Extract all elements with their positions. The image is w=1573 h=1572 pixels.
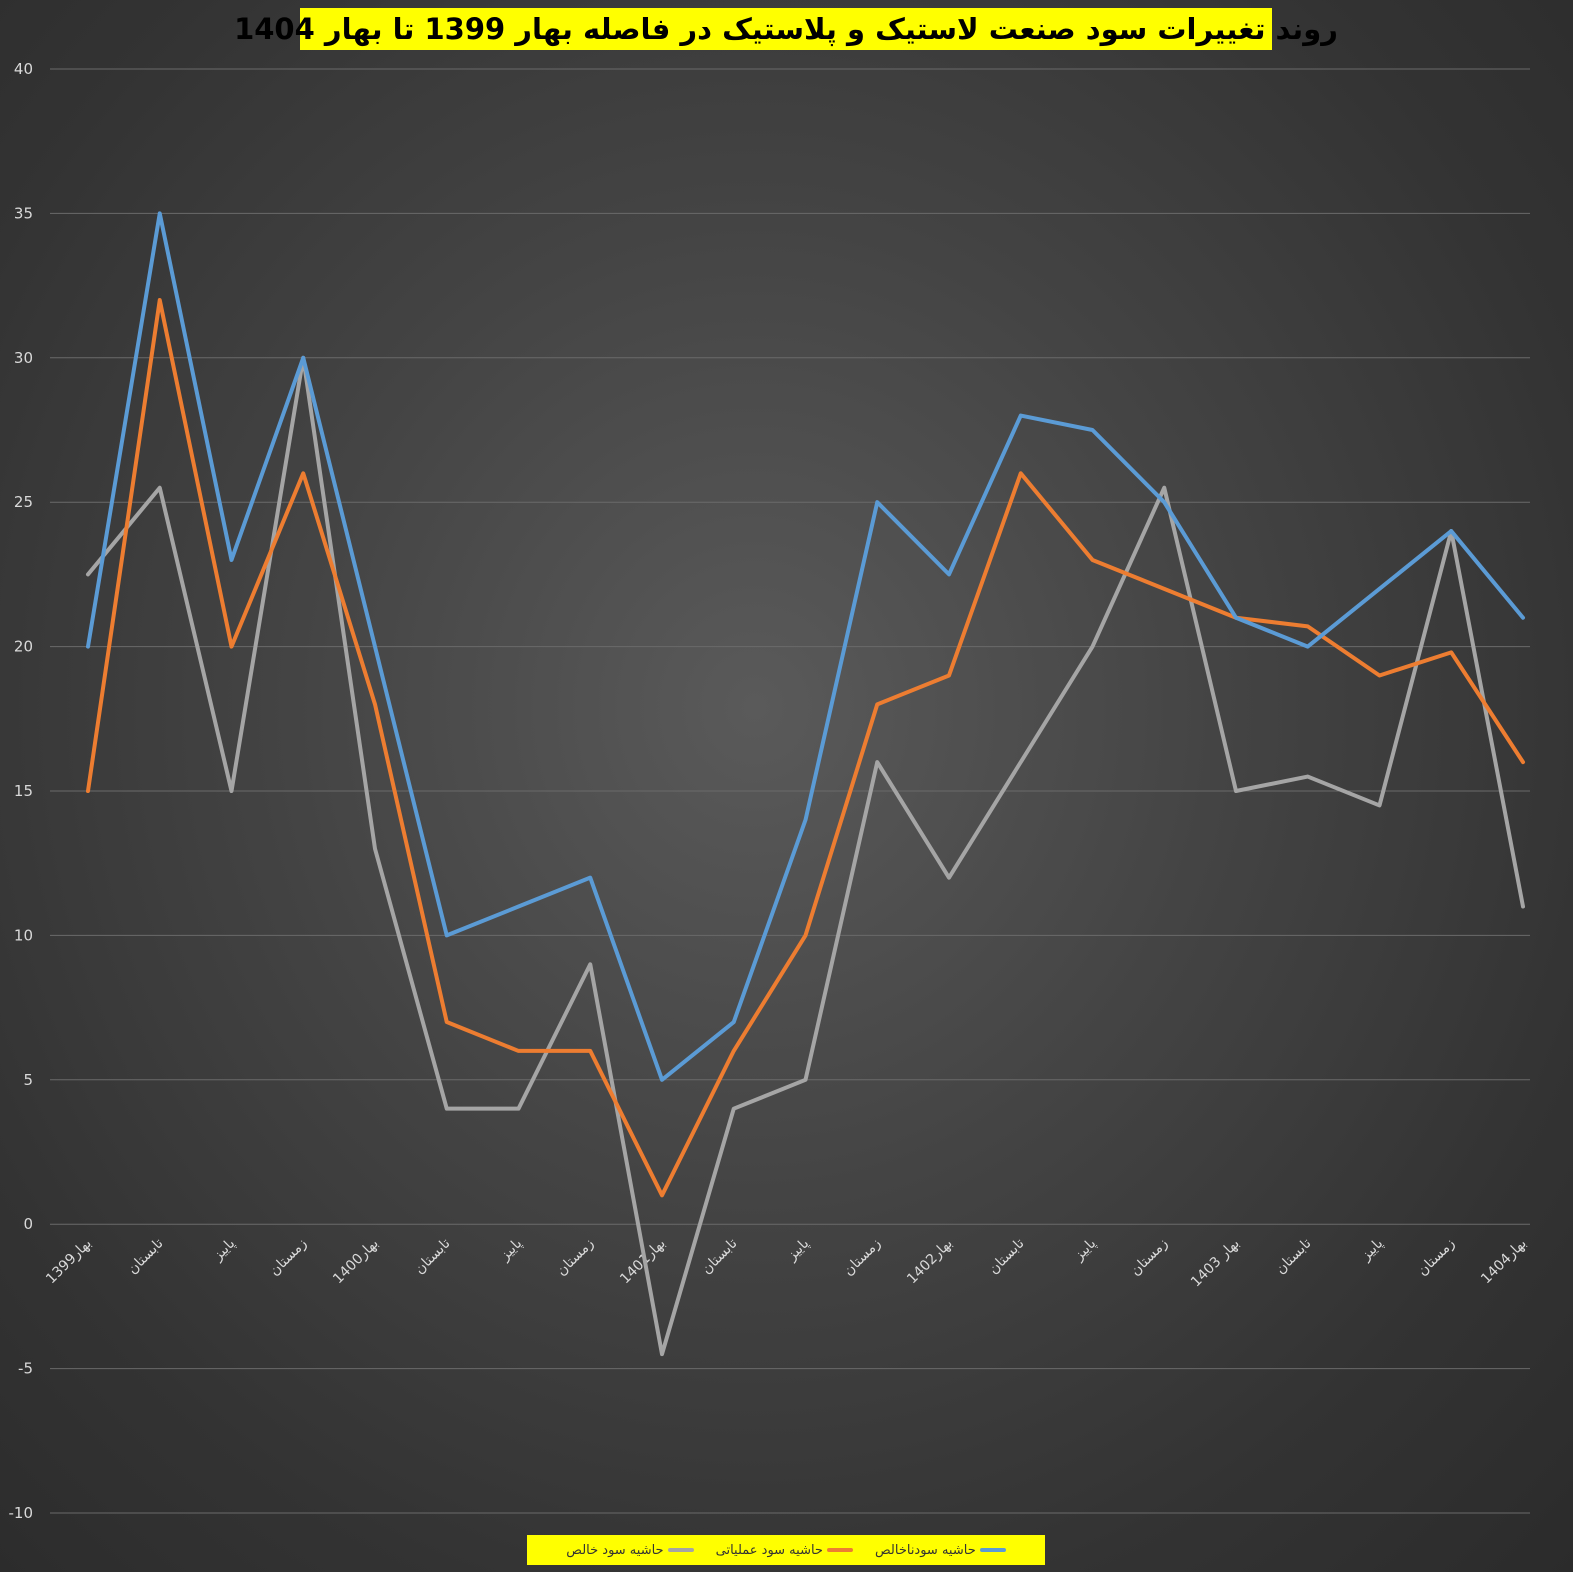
legend-swatch-operating [826,1548,853,1552]
y-tick-label: 5 [23,1071,33,1089]
y-tick-label: -10 [9,1504,34,1522]
x-tick-label: پاییز [1357,1235,1386,1264]
y-tick-label: -5 [18,1360,33,1378]
series-line-gross-margin [86,211,1525,1082]
x-tick-label: زمستان [1128,1236,1172,1280]
y-tick-label: 35 [14,204,33,222]
x-tick-label: بهار1404 [1478,1236,1530,1288]
x-tick-label: بهار1399 [43,1236,95,1288]
y-tick-label: 10 [14,926,33,944]
x-tick-label: تابستان [125,1235,167,1277]
x-tick-label: بهار1402 [904,1236,956,1288]
x-tick-label: پاییز [783,1235,812,1264]
x-tick-label: تابستان [986,1235,1028,1277]
legend-label-gross: حاشیه سودناخالص [874,1542,976,1558]
y-tick-label: 15 [14,782,33,800]
series-line-operating-margin [86,298,1525,1198]
x-tick-label: زمستان [554,1236,598,1280]
legend-label-operating: حاشیه سود عملیاتی [715,1542,823,1558]
legend-swatch-net [667,1548,694,1552]
legend-item-gross: حاشیه سودناخالص [875,1543,1006,1558]
legend-item-operating: حاشیه سود عملیاتی [716,1543,853,1558]
legend-label-net: حاشیه سود خالص [566,1542,664,1558]
y-tick-label: 20 [14,638,33,656]
x-tick-label: زمستان [1415,1236,1459,1280]
y-axis-ticks: -10 -5 0 5 10 15 20 25 30 35 40 [9,60,34,1522]
y-tick-label: 40 [14,60,33,78]
x-tick-label: بهار1400 [330,1236,382,1288]
y-tick-label: 0 [23,1215,33,1233]
x-tick-label: پاییز [1070,1235,1099,1264]
chart-legend: حاشیه سودناخالص حاشیه سود عملیاتی حاشیه … [527,1535,1045,1565]
series-line-net-margin [86,355,1525,1357]
x-tick-label: تابستان [412,1235,454,1277]
x-axis-ticks: بهار1399 تابستان پاییز زمستان بهار1400 تابستا… [43,1235,1530,1290]
x-tick-label: بهار 1403 [1188,1236,1243,1291]
x-tick-label: تابستان [1273,1235,1315,1277]
series-lines [86,211,1525,1357]
legend-swatch-gross [979,1548,1006,1552]
x-tick-label: تابستان [699,1235,741,1277]
gridlines [50,68,1530,1514]
y-tick-label: 30 [14,349,33,367]
legend-item-net: حاشیه سود خالص [566,1542,694,1558]
chart-title: روند تغییرات سود صنعت لاستیک و پلاستیک د… [234,8,1338,50]
y-tick-label: 25 [14,493,33,511]
x-tick-label: پاییز [209,1235,238,1264]
x-tick-label: پاییز [496,1235,525,1264]
x-tick-label: زمستان [841,1236,885,1280]
x-tick-label: زمستان [267,1236,311,1280]
